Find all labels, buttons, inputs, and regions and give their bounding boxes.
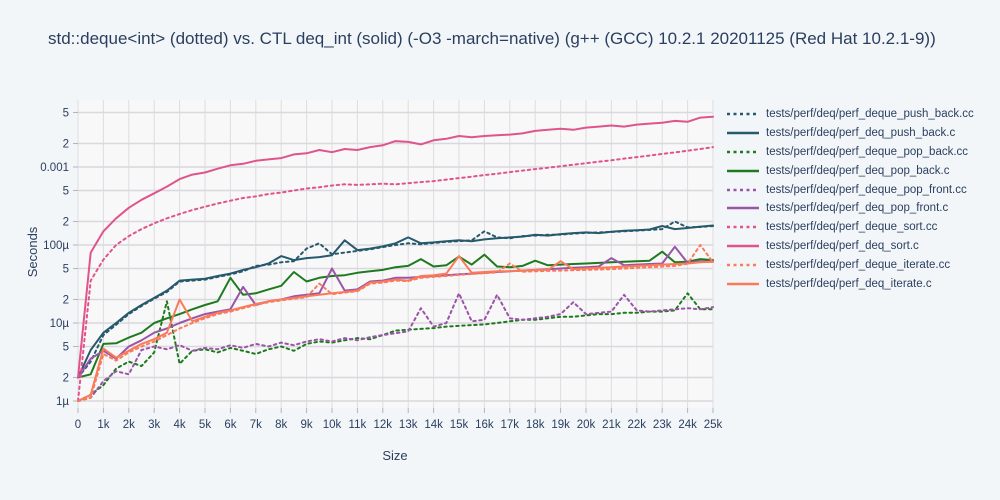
legend-item-perf_deque_iterate.cc[interactable]: tests/perf/deq/perf_deque_iterate.cc (726, 255, 974, 274)
x-tick-label: 11k (349, 419, 367, 431)
legend-label: tests/perf/deq/perf_deque_pop_front.cc (766, 183, 967, 196)
legend-item-perf_deq_pop_front.c[interactable]: tests/perf/deq/perf_deq_pop_front.c (726, 199, 974, 218)
x-tick-label: 18k (526, 419, 545, 431)
x-tick-label: 9k (301, 419, 313, 431)
y-axis-title: Seconds (25, 226, 40, 278)
y-tick-label: 2 (63, 373, 69, 385)
y-tick-label: 2 (63, 139, 69, 151)
legend-line-sample (727, 150, 759, 154)
legend-label: tests/perf/deq/perf_deque_iterate.cc (766, 258, 951, 271)
x-tick-label: 20k (577, 419, 596, 431)
legend-item-perf_deque_sort.cc[interactable]: tests/perf/deq/perf_deque_sort.cc (726, 218, 974, 237)
legend-label: tests/perf/deq/perf_deq_pop_back.c (766, 164, 950, 177)
legend-item-perf_deq_push_back.c[interactable]: tests/perf/deq/perf_deq_push_back.c (726, 124, 974, 143)
x-tick-label: 8k (275, 419, 287, 431)
x-tick-label: 2k (123, 419, 135, 431)
x-tick-label: 14k (424, 419, 443, 431)
series-line-perf_deque_pop_front.cc (77, 292, 714, 402)
x-tick-label: 25k (704, 419, 723, 431)
series-line-perf_deq_push_back.c (77, 224, 714, 379)
x-tick-label: 15k (450, 419, 469, 431)
legend-line-sample (727, 169, 759, 173)
legend-item-perf_deq_iterate.c[interactable]: tests/perf/deq/perf_deq_iterate.c (726, 274, 974, 293)
x-tick-label: 21k (602, 419, 621, 431)
series-line-perf_deque_iterate.cc (77, 244, 714, 402)
legend-label: tests/perf/deq/perf_deq_sort.c (766, 239, 919, 252)
x-tick-label: 4k (174, 419, 186, 431)
legend-line-sample (727, 244, 759, 248)
y-tick-label: 2 (63, 217, 69, 229)
series-line-perf_deq_iterate.c (77, 255, 714, 402)
legend-line-sample (727, 282, 759, 285)
series-line-perf_deque_pop_back.cc (77, 292, 714, 402)
y-tick-label: 2 (63, 295, 69, 307)
series-line-perf_deq_pop_back.c (77, 250, 714, 379)
y-tick-label: 5 (63, 263, 69, 275)
x-tick-label: 16k (475, 419, 494, 431)
legend-line-sample (727, 188, 759, 191)
x-axis-title: Size (382, 448, 408, 463)
x-tick-label: 23k (653, 419, 672, 431)
legend-label: tests/perf/deq/perf_deq_iterate.c (766, 277, 932, 290)
x-tick-label: 22k (628, 419, 647, 431)
series-line-perf_deq_pop_front.c (77, 245, 714, 379)
legend-line-sample (727, 207, 759, 210)
legend-line-sample (727, 263, 759, 267)
x-tick-label: 5k (199, 419, 211, 431)
x-tick-label: 12k (374, 419, 393, 431)
legend-label: tests/perf/deq/perf_deque_push_back.cc (766, 108, 974, 121)
x-tick-label: 1k (97, 419, 109, 431)
legend-item-perf_deque_push_back.cc[interactable]: tests/perf/deq/perf_deque_push_back.cc (726, 105, 974, 124)
y-tick-label: 100µ (43, 240, 69, 252)
legend-label: tests/perf/deq/perf_deque_sort.cc (766, 221, 938, 234)
legend-item-perf_deq_pop_back.c[interactable]: tests/perf/deq/perf_deq_pop_back.c (726, 161, 974, 180)
legend-item-perf_deque_pop_back.cc[interactable]: tests/perf/deq/perf_deque_pop_back.cc (726, 143, 974, 162)
series-line-perf_deque_sort.cc (77, 146, 714, 402)
legend-line-sample (727, 225, 759, 229)
legend-line-sample (727, 113, 759, 116)
y-tick-label: 1µ (56, 396, 69, 408)
x-tick-label: 13k (399, 419, 418, 431)
x-tick-label: 3k (148, 419, 160, 431)
legend-item-perf_deque_pop_front.cc[interactable]: tests/perf/deq/perf_deque_pop_front.cc (726, 180, 974, 199)
legend-line-sample (727, 131, 759, 135)
legend-label: tests/perf/deq/perf_deq_pop_front.c (766, 202, 949, 215)
x-tick-label: 17k (501, 419, 520, 431)
x-tick-label: 7k (250, 419, 262, 431)
plot-area[interactable] (78, 100, 713, 408)
legend-item-perf_deq_sort.c[interactable]: tests/perf/deq/perf_deq_sort.c (726, 237, 974, 256)
y-tick-label: 5 (63, 341, 69, 353)
series-line-perf_deq_sort.c (77, 115, 714, 379)
x-tick-label: 6k (224, 419, 236, 431)
y-tick-label: 10µ (50, 318, 70, 330)
x-tick-label: 0 (75, 419, 81, 431)
chart-title: std::deque<int> (dotted) vs. CTL deq_int… (48, 29, 936, 48)
legend-label: tests/perf/deq/perf_deq_push_back.c (766, 127, 956, 140)
x-tick-label: 19k (551, 419, 570, 431)
x-tick-label: 24k (678, 419, 697, 431)
legend-label: tests/perf/deq/perf_deque_pop_back.cc (766, 145, 969, 158)
y-tick-label: 5 (63, 185, 69, 197)
y-tick-label: 5 (63, 107, 69, 119)
x-tick-label: 10k (323, 419, 342, 431)
y-tick-label: 0.001 (40, 162, 69, 174)
